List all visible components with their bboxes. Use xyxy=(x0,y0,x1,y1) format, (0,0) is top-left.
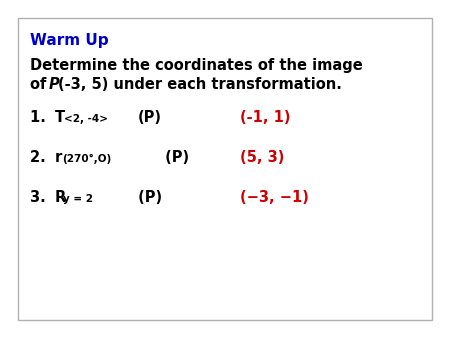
Text: (P): (P) xyxy=(160,150,189,165)
Text: (P): (P) xyxy=(138,110,162,125)
Text: r: r xyxy=(55,150,62,165)
Text: Determine the coordinates of the image: Determine the coordinates of the image xyxy=(30,58,363,73)
Text: T: T xyxy=(55,110,65,125)
Text: of: of xyxy=(30,77,51,92)
Text: 2.: 2. xyxy=(30,150,51,165)
Text: (P): (P) xyxy=(133,190,162,205)
Text: (-3, 5) under each transformation.: (-3, 5) under each transformation. xyxy=(58,77,342,92)
Text: y = 2: y = 2 xyxy=(63,194,93,204)
Text: 3.: 3. xyxy=(30,190,51,205)
Text: (5, 3): (5, 3) xyxy=(240,150,284,165)
Text: (−3, −1): (−3, −1) xyxy=(240,190,309,205)
Text: R: R xyxy=(55,190,66,205)
Text: (270°,O): (270°,O) xyxy=(62,154,111,164)
Text: P: P xyxy=(49,77,60,92)
Bar xyxy=(18,18,432,320)
Text: Warm Up: Warm Up xyxy=(30,33,108,48)
Text: (-1, 1): (-1, 1) xyxy=(240,110,291,125)
Text: 1.: 1. xyxy=(30,110,51,125)
Text: <2, -4>: <2, -4> xyxy=(64,114,108,124)
